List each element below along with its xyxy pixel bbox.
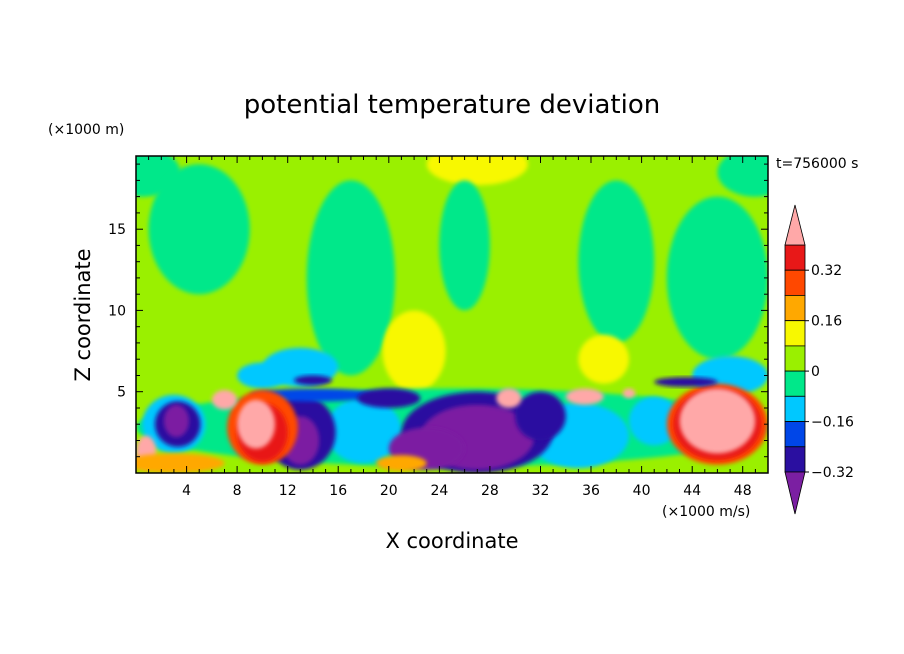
chart-title: potential temperature deviation — [244, 90, 660, 120]
contour-region — [515, 391, 566, 441]
contour-region — [306, 180, 396, 376]
contour-region — [294, 375, 332, 386]
x-axis-label: X coordinate — [385, 529, 518, 553]
contour-region — [622, 388, 636, 399]
plot-area — [136, 156, 768, 473]
contour-region — [211, 390, 238, 410]
colorbar-extend-top — [784, 204, 806, 246]
colorbar-segment — [784, 421, 806, 448]
y-axis-label: Z coordinate — [71, 248, 95, 381]
y-tick-label: 10 — [108, 303, 126, 319]
contour-region — [382, 310, 446, 392]
colorbar-segment — [784, 320, 806, 347]
contour-region — [148, 164, 250, 295]
x-tick-label: 28 — [481, 483, 499, 499]
x-tick-label: 20 — [380, 483, 398, 499]
contour-field — [136, 156, 768, 473]
x-tick-label: 44 — [683, 483, 701, 499]
colorbar-segment — [784, 269, 806, 296]
colorbar-segment — [784, 370, 806, 397]
x-tick-label: 32 — [532, 483, 550, 499]
y-tick-label: 5 — [117, 385, 126, 401]
x-tick-label: 12 — [279, 483, 297, 499]
x-tick-label: 4 — [182, 483, 191, 499]
contour-region — [426, 156, 528, 186]
contour-region — [578, 334, 629, 384]
x-tick-label: 8 — [233, 483, 242, 499]
colorbar-label: −0.32 — [811, 465, 854, 481]
colorbar-label: 0.32 — [811, 263, 842, 279]
colorbar-label: 0.16 — [811, 314, 842, 330]
time-label: t=756000 s — [776, 156, 858, 172]
colorbar: 0.32 0.16 0 −0.16 −0.32 — [784, 204, 854, 515]
contour-region — [679, 388, 756, 454]
contour-region — [376, 455, 427, 472]
contour-region — [163, 404, 189, 438]
colorbar-segment — [784, 244, 806, 271]
contour-region — [237, 362, 288, 389]
contour-region — [578, 180, 655, 343]
colorbar-segment — [784, 345, 806, 372]
contour-region — [565, 388, 604, 405]
y-unit-label: (×1000 m) — [48, 122, 124, 138]
contour-region — [717, 156, 768, 197]
contour-region — [237, 399, 276, 449]
colorbar-label: −0.16 — [811, 415, 854, 431]
contour-region — [439, 180, 490, 311]
x-tick-label: 16 — [329, 483, 347, 499]
colorbar-segment — [784, 294, 806, 321]
colorbar-extend-bottom — [784, 471, 806, 515]
contour-region — [666, 196, 768, 360]
colorbar-segment — [784, 446, 806, 473]
x-tick-label: 36 — [582, 483, 600, 499]
contour-region — [496, 388, 522, 409]
x-tick-label: 40 — [633, 483, 651, 499]
contour-region — [136, 453, 225, 473]
contour-region — [325, 398, 402, 464]
x-tick-label: 24 — [430, 483, 448, 499]
contour-region — [654, 377, 718, 387]
x-tick-label: 48 — [734, 483, 752, 499]
colorbar-label: 0 — [811, 364, 820, 380]
contour-region — [357, 388, 421, 409]
x-unit-label: (×1000 m/s) — [662, 504, 750, 520]
contour-region — [628, 396, 680, 446]
colorbar-segment — [784, 395, 806, 422]
y-tick-label: 15 — [108, 222, 126, 238]
